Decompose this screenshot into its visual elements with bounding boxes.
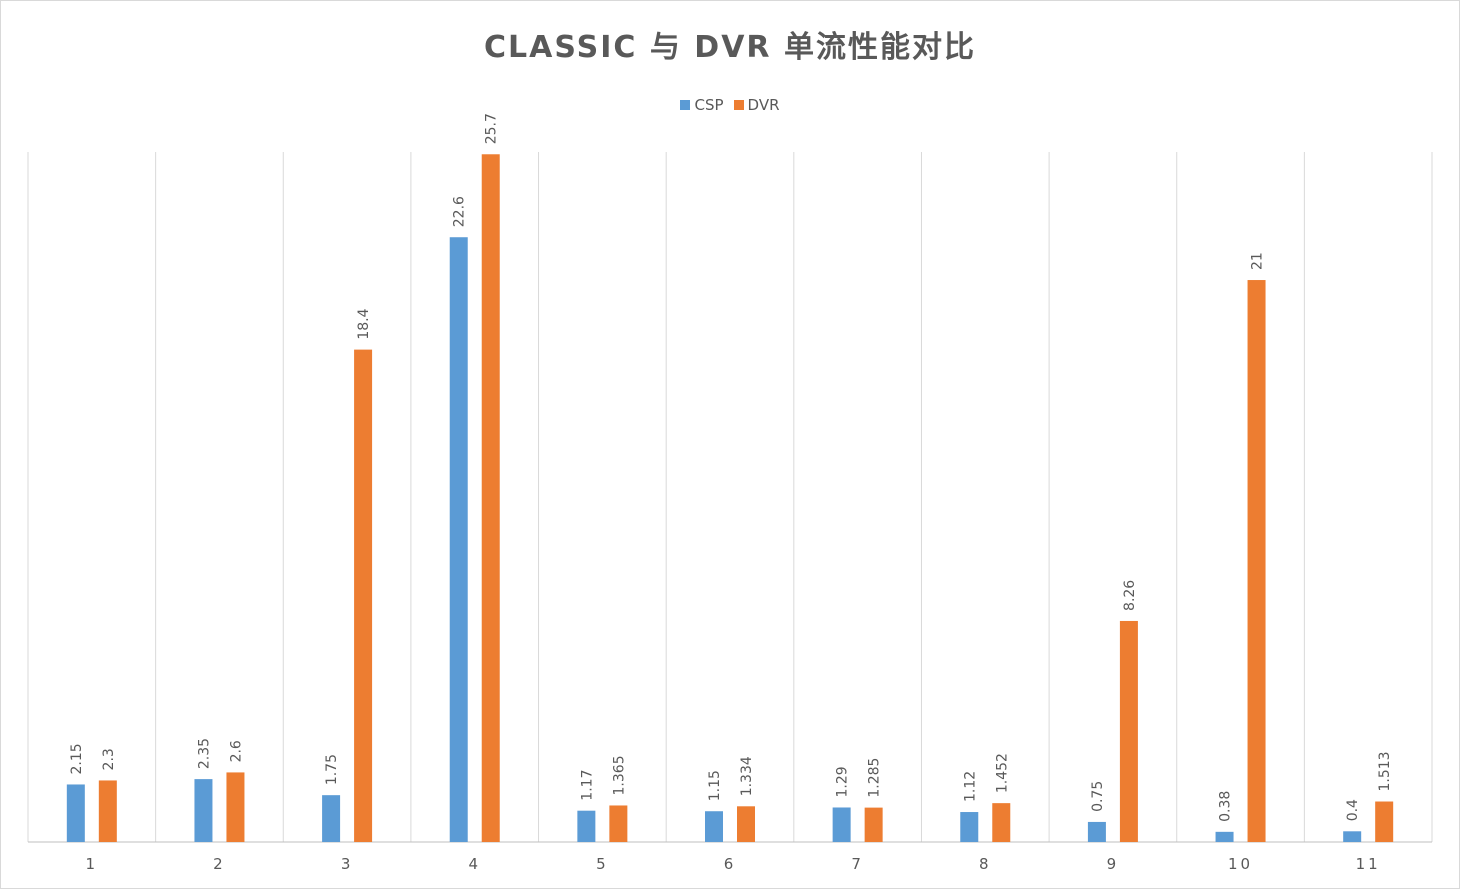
data-label-csp: 0.38 (1218, 791, 1234, 822)
x-tick-label: 7 (851, 855, 864, 873)
x-tick-label: 10 (1228, 855, 1253, 873)
data-label-dvr: 21 (1250, 252, 1266, 270)
data-label-csp: 0.4 (1345, 799, 1361, 821)
data-label-csp: 1.75 (324, 754, 340, 785)
x-tick-label: 2 (213, 855, 226, 873)
data-label-csp: 1.29 (835, 766, 851, 797)
legend: CSP DVR (0, 96, 1460, 114)
data-label-dvr: 1.285 (867, 758, 883, 798)
bar-dvr (992, 803, 1011, 842)
bar-dvr (226, 772, 245, 842)
bar-csp (1215, 831, 1234, 842)
legend-item-dvr: DVR (733, 96, 780, 114)
bar-csp (1343, 831, 1362, 842)
data-label-dvr: 25.7 (484, 113, 500, 144)
bar-dvr (737, 806, 755, 842)
legend-label-dvr: DVR (747, 96, 780, 114)
data-label-dvr: 8.26 (1122, 580, 1138, 611)
legend-swatch-dvr (733, 100, 744, 110)
bar-dvr (864, 807, 883, 842)
data-label-dvr: 1.334 (739, 756, 755, 796)
bar-dvr (609, 805, 628, 842)
bar-dvr (1375, 801, 1394, 842)
data-label-dvr: 2.6 (228, 740, 244, 762)
bar-dvr (98, 780, 117, 842)
bar-csp (66, 784, 85, 842)
x-tick-label: 1 (86, 855, 99, 873)
data-label-dvr: 1.365 (611, 755, 627, 795)
data-label-csp: 22.6 (452, 196, 468, 227)
data-label-csp: 2.35 (196, 738, 212, 769)
x-tick-label: 11 (1356, 855, 1381, 873)
bar-csp (449, 237, 468, 842)
bar-csp (832, 807, 851, 842)
bar-dvr (1119, 620, 1138, 842)
x-tick-label: 3 (341, 855, 354, 873)
x-tick-label: 5 (596, 855, 609, 873)
legend-label-csp: CSP (694, 96, 724, 114)
data-label-dvr: 1.452 (994, 753, 1010, 793)
data-label-csp: 1.15 (707, 770, 723, 801)
data-label-dvr: 18.4 (356, 308, 372, 339)
bar-dvr (1247, 280, 1266, 842)
chart-title: CLASSIC 与 DVR 单流性能对比 (484, 30, 976, 65)
data-label-csp: 2.15 (69, 743, 85, 774)
bar-csp (705, 811, 723, 842)
data-label-csp: 1.12 (962, 771, 978, 802)
legend-item-csp: CSP (680, 96, 724, 114)
data-label-dvr: 1.513 (1377, 751, 1393, 791)
bar-csp (577, 810, 596, 842)
bar-csp (194, 779, 213, 842)
data-label-dvr: 2.3 (101, 748, 117, 770)
x-tick-label: 4 (468, 855, 481, 873)
x-tick-label: 9 (1107, 855, 1120, 873)
bar-dvr (481, 154, 500, 842)
data-label-csp: 0.75 (1090, 781, 1106, 812)
bar-csp (960, 812, 979, 842)
data-label-csp: 1.17 (579, 770, 595, 801)
legend-swatch-csp (680, 100, 691, 110)
bar-csp (322, 795, 341, 842)
bar-dvr (354, 349, 373, 842)
x-tick-label: 6 (724, 855, 737, 873)
bar-csp (1087, 821, 1106, 842)
x-tick-label: 8 (979, 855, 992, 873)
